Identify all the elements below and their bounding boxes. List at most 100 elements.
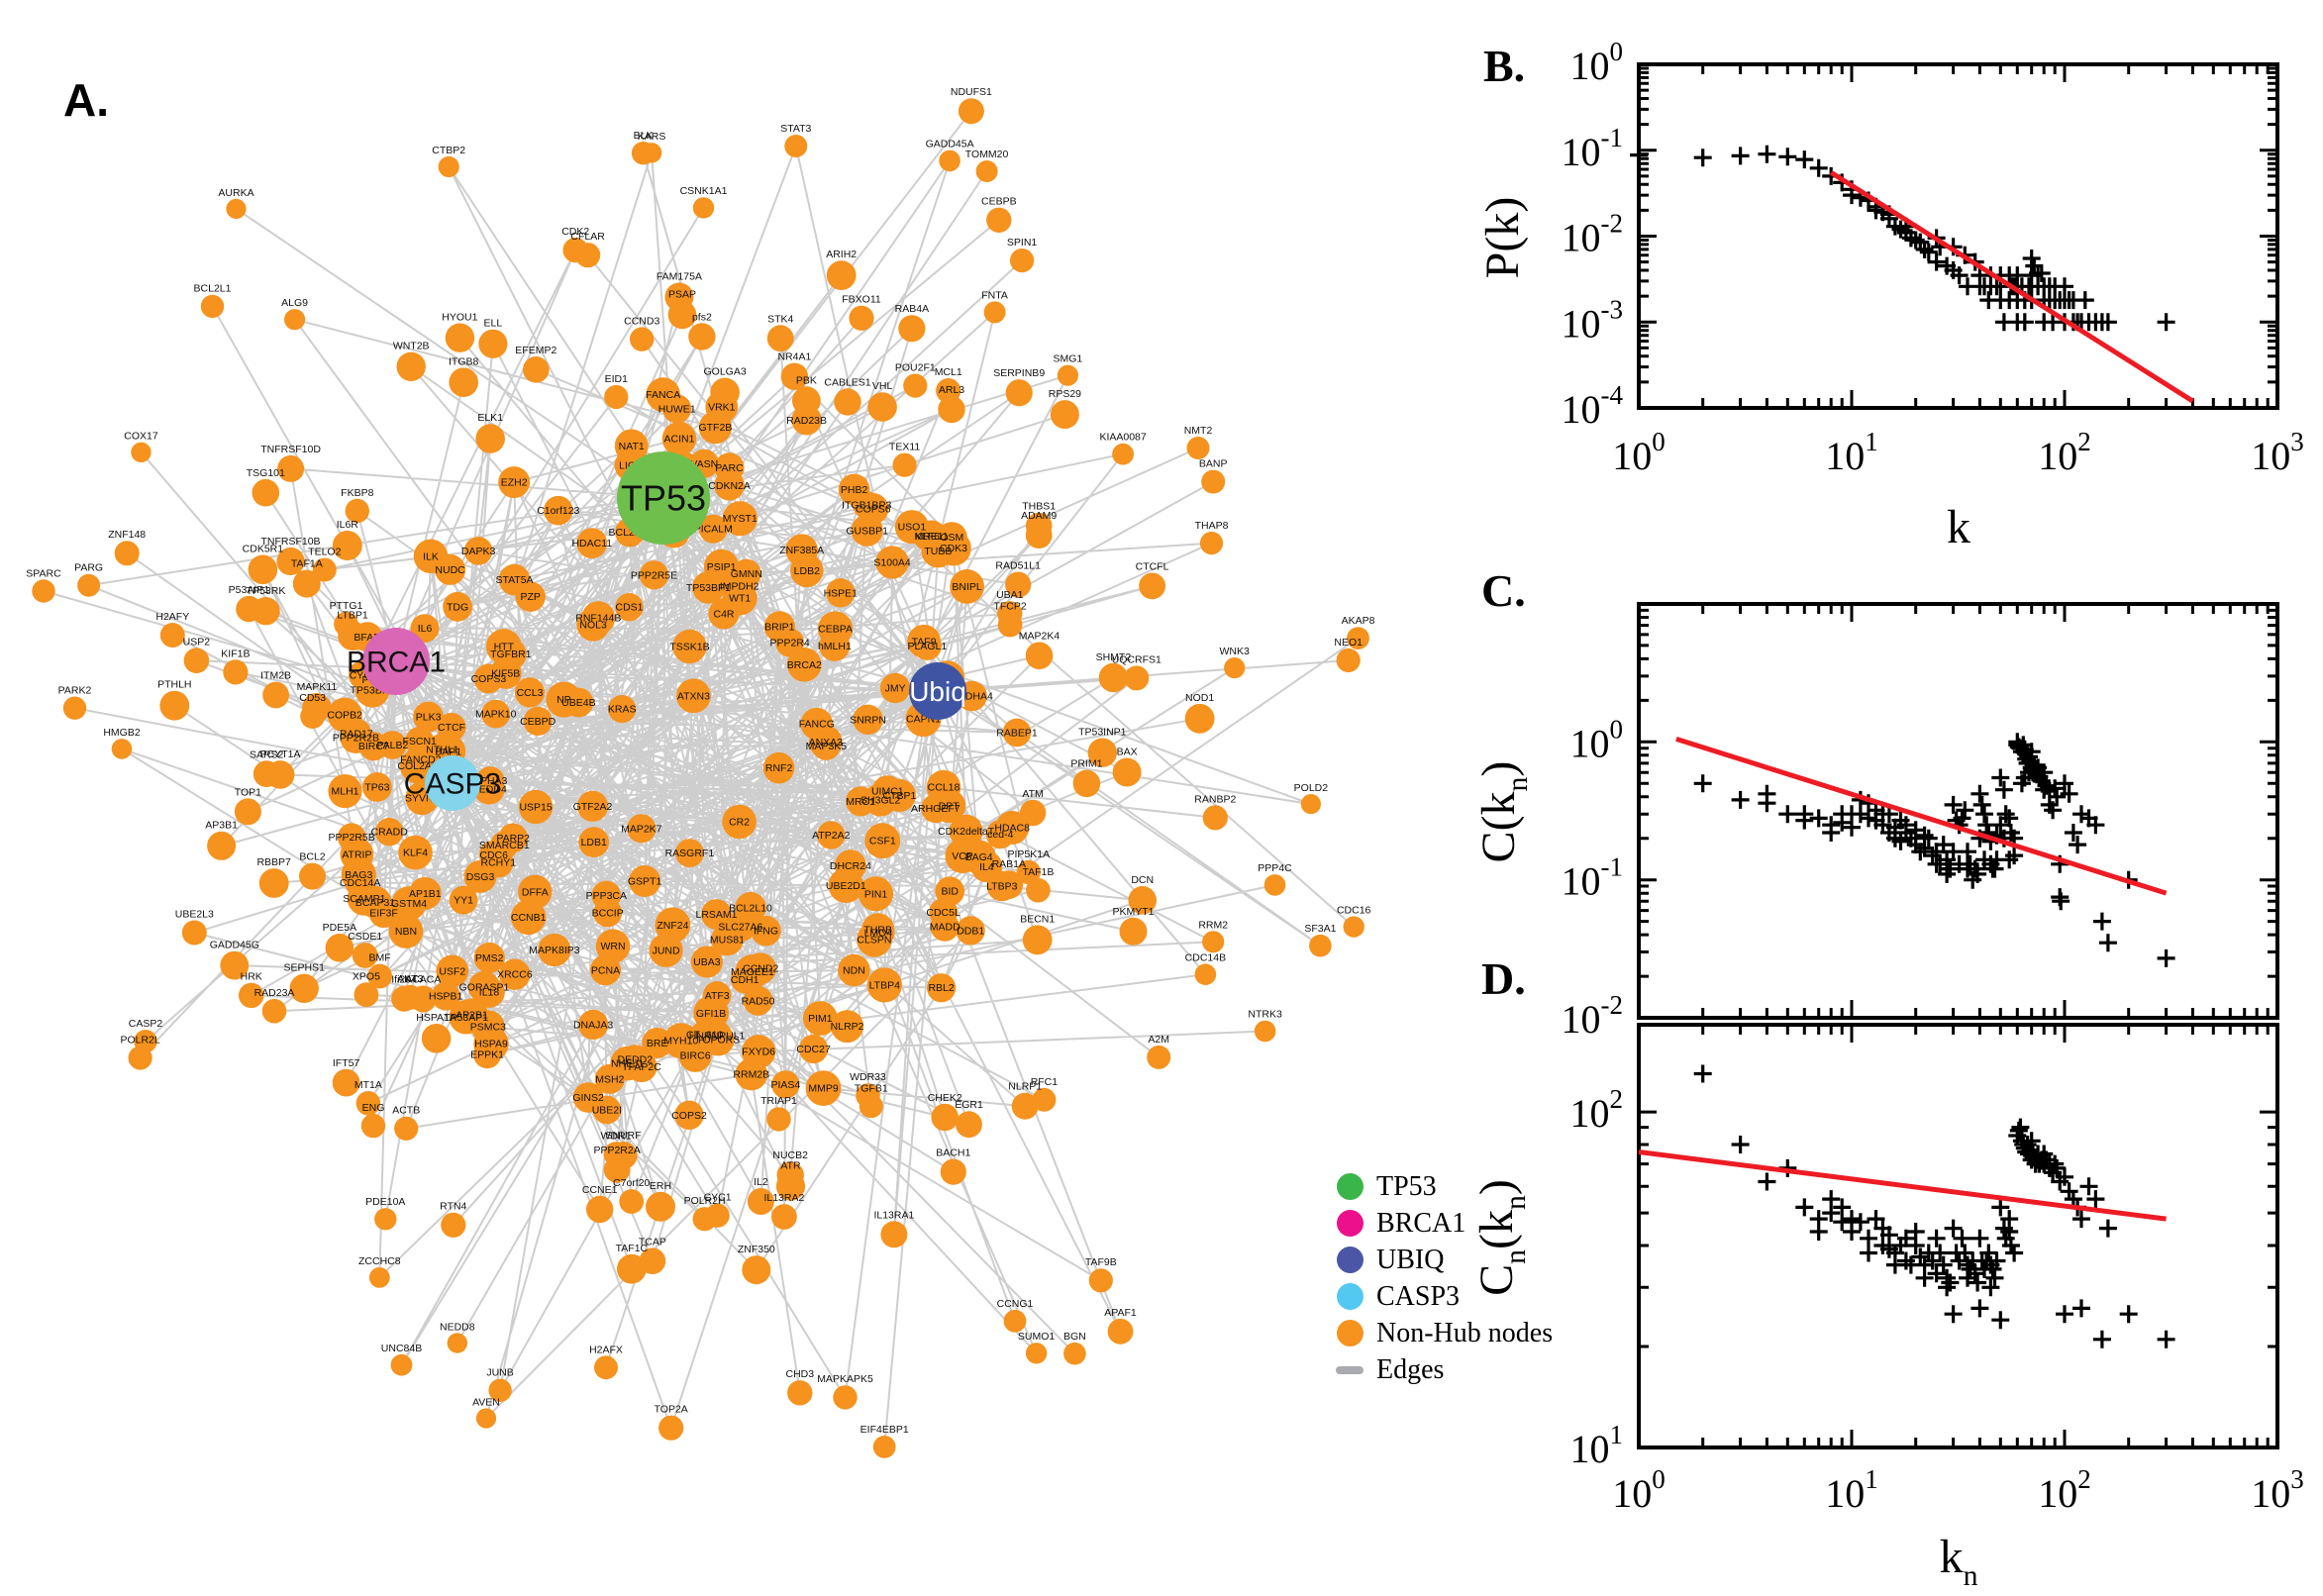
svg-text:ARL3: ARL3 — [939, 384, 964, 396]
svg-text:TAF1B: TAF1B — [1022, 866, 1054, 878]
svg-text:JMY: JMY — [885, 683, 906, 695]
svg-text:BLK: BLK — [634, 130, 654, 142]
svg-text:VCP: VCP — [952, 850, 973, 862]
svg-text:ITM2B: ITM2B — [260, 670, 291, 682]
legend-item-casp3: CASP3 — [1335, 1278, 1553, 1315]
network-graph: USF2 CDC6 COPS6 COPS2 COPS3 SNRPN BCCIP CCNB1 CD… — [26, 86, 1375, 1458]
svg-text:PCNA: PCNA — [591, 964, 620, 976]
svg-text:NR4A1: NR4A1 — [777, 351, 811, 363]
svg-text:RASGRF1: RASGRF1 — [665, 848, 715, 859]
svg-text:ITGB1BP3: ITGB1BP3 — [842, 500, 891, 512]
svg-text:COX17: COX17 — [124, 431, 158, 443]
svg-text:LDB2: LDB2 — [794, 565, 820, 577]
svg-text:FSCN1: FSCN1 — [402, 736, 437, 748]
svg-text:MAP3K5: MAP3K5 — [806, 741, 848, 752]
svg-text:MAGEE1: MAGEE1 — [731, 966, 774, 978]
svg-text:OSM: OSM — [940, 532, 963, 544]
svg-text:FANCG: FANCG — [799, 719, 835, 731]
svg-text:WNK3: WNK3 — [1220, 646, 1250, 657]
svg-text:HDAC11: HDAC11 — [571, 538, 612, 549]
svg-text:TP53BP1: TP53BP1 — [686, 582, 731, 594]
scatter-points-D — [1693, 1064, 2175, 1348]
svg-text:POLD2: POLD2 — [1294, 782, 1329, 794]
tick-label: 100 — [1612, 427, 1666, 478]
svg-text:DPT: DPT — [939, 801, 960, 813]
svg-text:ZNF350: ZNF350 — [738, 1244, 775, 1255]
svg-text:TEX11: TEX11 — [889, 442, 920, 453]
svg-text:THRB: THRB — [863, 924, 892, 936]
svg-text:IL6R: IL6R — [337, 519, 359, 531]
svg-text:ATF3: ATF3 — [705, 990, 730, 1002]
svg-text:BAP1: BAP1 — [435, 747, 461, 758]
svg-text:DNAJA3: DNAJA3 — [573, 1019, 613, 1031]
scatter-points-C — [1693, 733, 2175, 967]
svg-text:UBE2L3: UBE2L3 — [175, 909, 214, 921]
svg-text:ELK1: ELK1 — [477, 412, 503, 424]
svg-text:BCAP31: BCAP31 — [355, 897, 395, 909]
svg-text:KLF6: KLF6 — [915, 531, 940, 543]
svg-text:PPP2R2B: PPP2R2B — [333, 733, 379, 745]
tick-label: 10-4 — [1562, 380, 1624, 432]
svg-text:CDKN2A: CDKN2A — [708, 480, 751, 492]
svg-text:PARG: PARG — [74, 562, 103, 574]
axis-ticks-C — [1637, 602, 2279, 1020]
svg-text:TGFB1: TGFB1 — [855, 1082, 888, 1094]
fit-line-C — [1675, 736, 2168, 896]
svg-text:CRADD: CRADD — [371, 827, 409, 839]
svg-text:HRK: HRK — [241, 971, 262, 983]
svg-text:PPP2R2A: PPP2R2A — [593, 1145, 640, 1156]
svg-text:GADD45G: GADD45G — [210, 940, 259, 951]
svg-text:MYST1: MYST1 — [723, 513, 758, 525]
svg-text:GUSBP1: GUSBP1 — [846, 525, 888, 537]
svg-text:MAPK10: MAPK10 — [475, 709, 517, 721]
panel-c-label: C. — [1481, 565, 1526, 616]
casp3-node-icon — [1335, 1283, 1364, 1310]
svg-text:CCNB1: CCNB1 — [511, 912, 547, 924]
svg-text:TP63: TP63 — [364, 782, 389, 794]
legend-label: Non-Hub nodes — [1376, 1317, 1554, 1348]
svg-text:ACIN1: ACIN1 — [664, 434, 695, 446]
svg-text:TAF1C: TAF1C — [616, 1243, 649, 1254]
svg-text:BIRC6: BIRC6 — [680, 1050, 711, 1062]
svg-text:ENG: ENG — [362, 1102, 385, 1114]
svg-text:P53AIP1: P53AIP1 — [229, 584, 270, 596]
legend: TP53 BRCA1 UBIQ CASP3 Non-Hub nodes Edges — [1335, 1168, 1553, 1388]
svg-text:NUCB2: NUCB2 — [772, 1149, 808, 1161]
tick-label: 100 — [1612, 1464, 1666, 1516]
svg-text:MRE11: MRE11 — [914, 531, 948, 543]
svg-text:DFFA: DFFA — [522, 886, 549, 898]
svg-text:CT_610: CT_610 — [686, 1030, 724, 1042]
svg-text:ZCCHC8: ZCCHC8 — [358, 1255, 401, 1267]
svg-text:NEO1: NEO1 — [1334, 637, 1363, 648]
tick-label: 100 — [1570, 37, 1624, 88]
svg-text:ANXA3: ANXA3 — [809, 737, 844, 748]
svg-text:C4R: C4R — [713, 608, 734, 620]
svg-text:CDK2deltaT: CDK2deltaT — [938, 826, 995, 838]
svg-text:SF3A1: SF3A1 — [1304, 923, 1336, 935]
svg-text:TNFRSF10B: TNFRSF10B — [260, 536, 320, 548]
svg-text:PIM1: PIM1 — [808, 1013, 833, 1025]
svg-text:FKBP8: FKBP8 — [341, 487, 373, 499]
svg-text:ced-4: ced-4 — [987, 829, 1013, 841]
svg-text:GTF2B: GTF2B — [698, 422, 732, 434]
svg-text:WDR33: WDR33 — [850, 1071, 886, 1083]
svg-text:BCCIP: BCCIP — [592, 908, 624, 920]
hub-label-tp53: TP53 — [621, 478, 706, 519]
svg-text:ARIH2: ARIH2 — [826, 249, 857, 260]
svg-text:RRM2B: RRM2B — [733, 1069, 769, 1081]
svg-text:CTCF: CTCF — [438, 722, 465, 734]
panel-a-label: A. — [63, 74, 109, 126]
svg-text:TP53RK: TP53RK — [247, 585, 286, 597]
svg-text:Ifi204: Ifi204 — [391, 974, 417, 986]
svg-text:FAM175A: FAM175A — [656, 271, 702, 283]
svg-text:CDK3: CDK3 — [940, 543, 967, 554]
svg-text:WDR1: WDR1 — [601, 1130, 632, 1142]
svg-text:MT1A: MT1A — [354, 1079, 382, 1091]
svg-text:CCNG1: CCNG1 — [997, 1298, 1034, 1310]
x-axis-label-D: kn​ — [1940, 1531, 1978, 1592]
svg-text:YY1: YY1 — [454, 895, 473, 907]
svg-text:CDC5L: CDC5L — [926, 907, 960, 919]
svg-text:PDE5A: PDE5A — [323, 922, 356, 934]
svg-text:BCL2L10: BCL2L10 — [729, 902, 772, 914]
